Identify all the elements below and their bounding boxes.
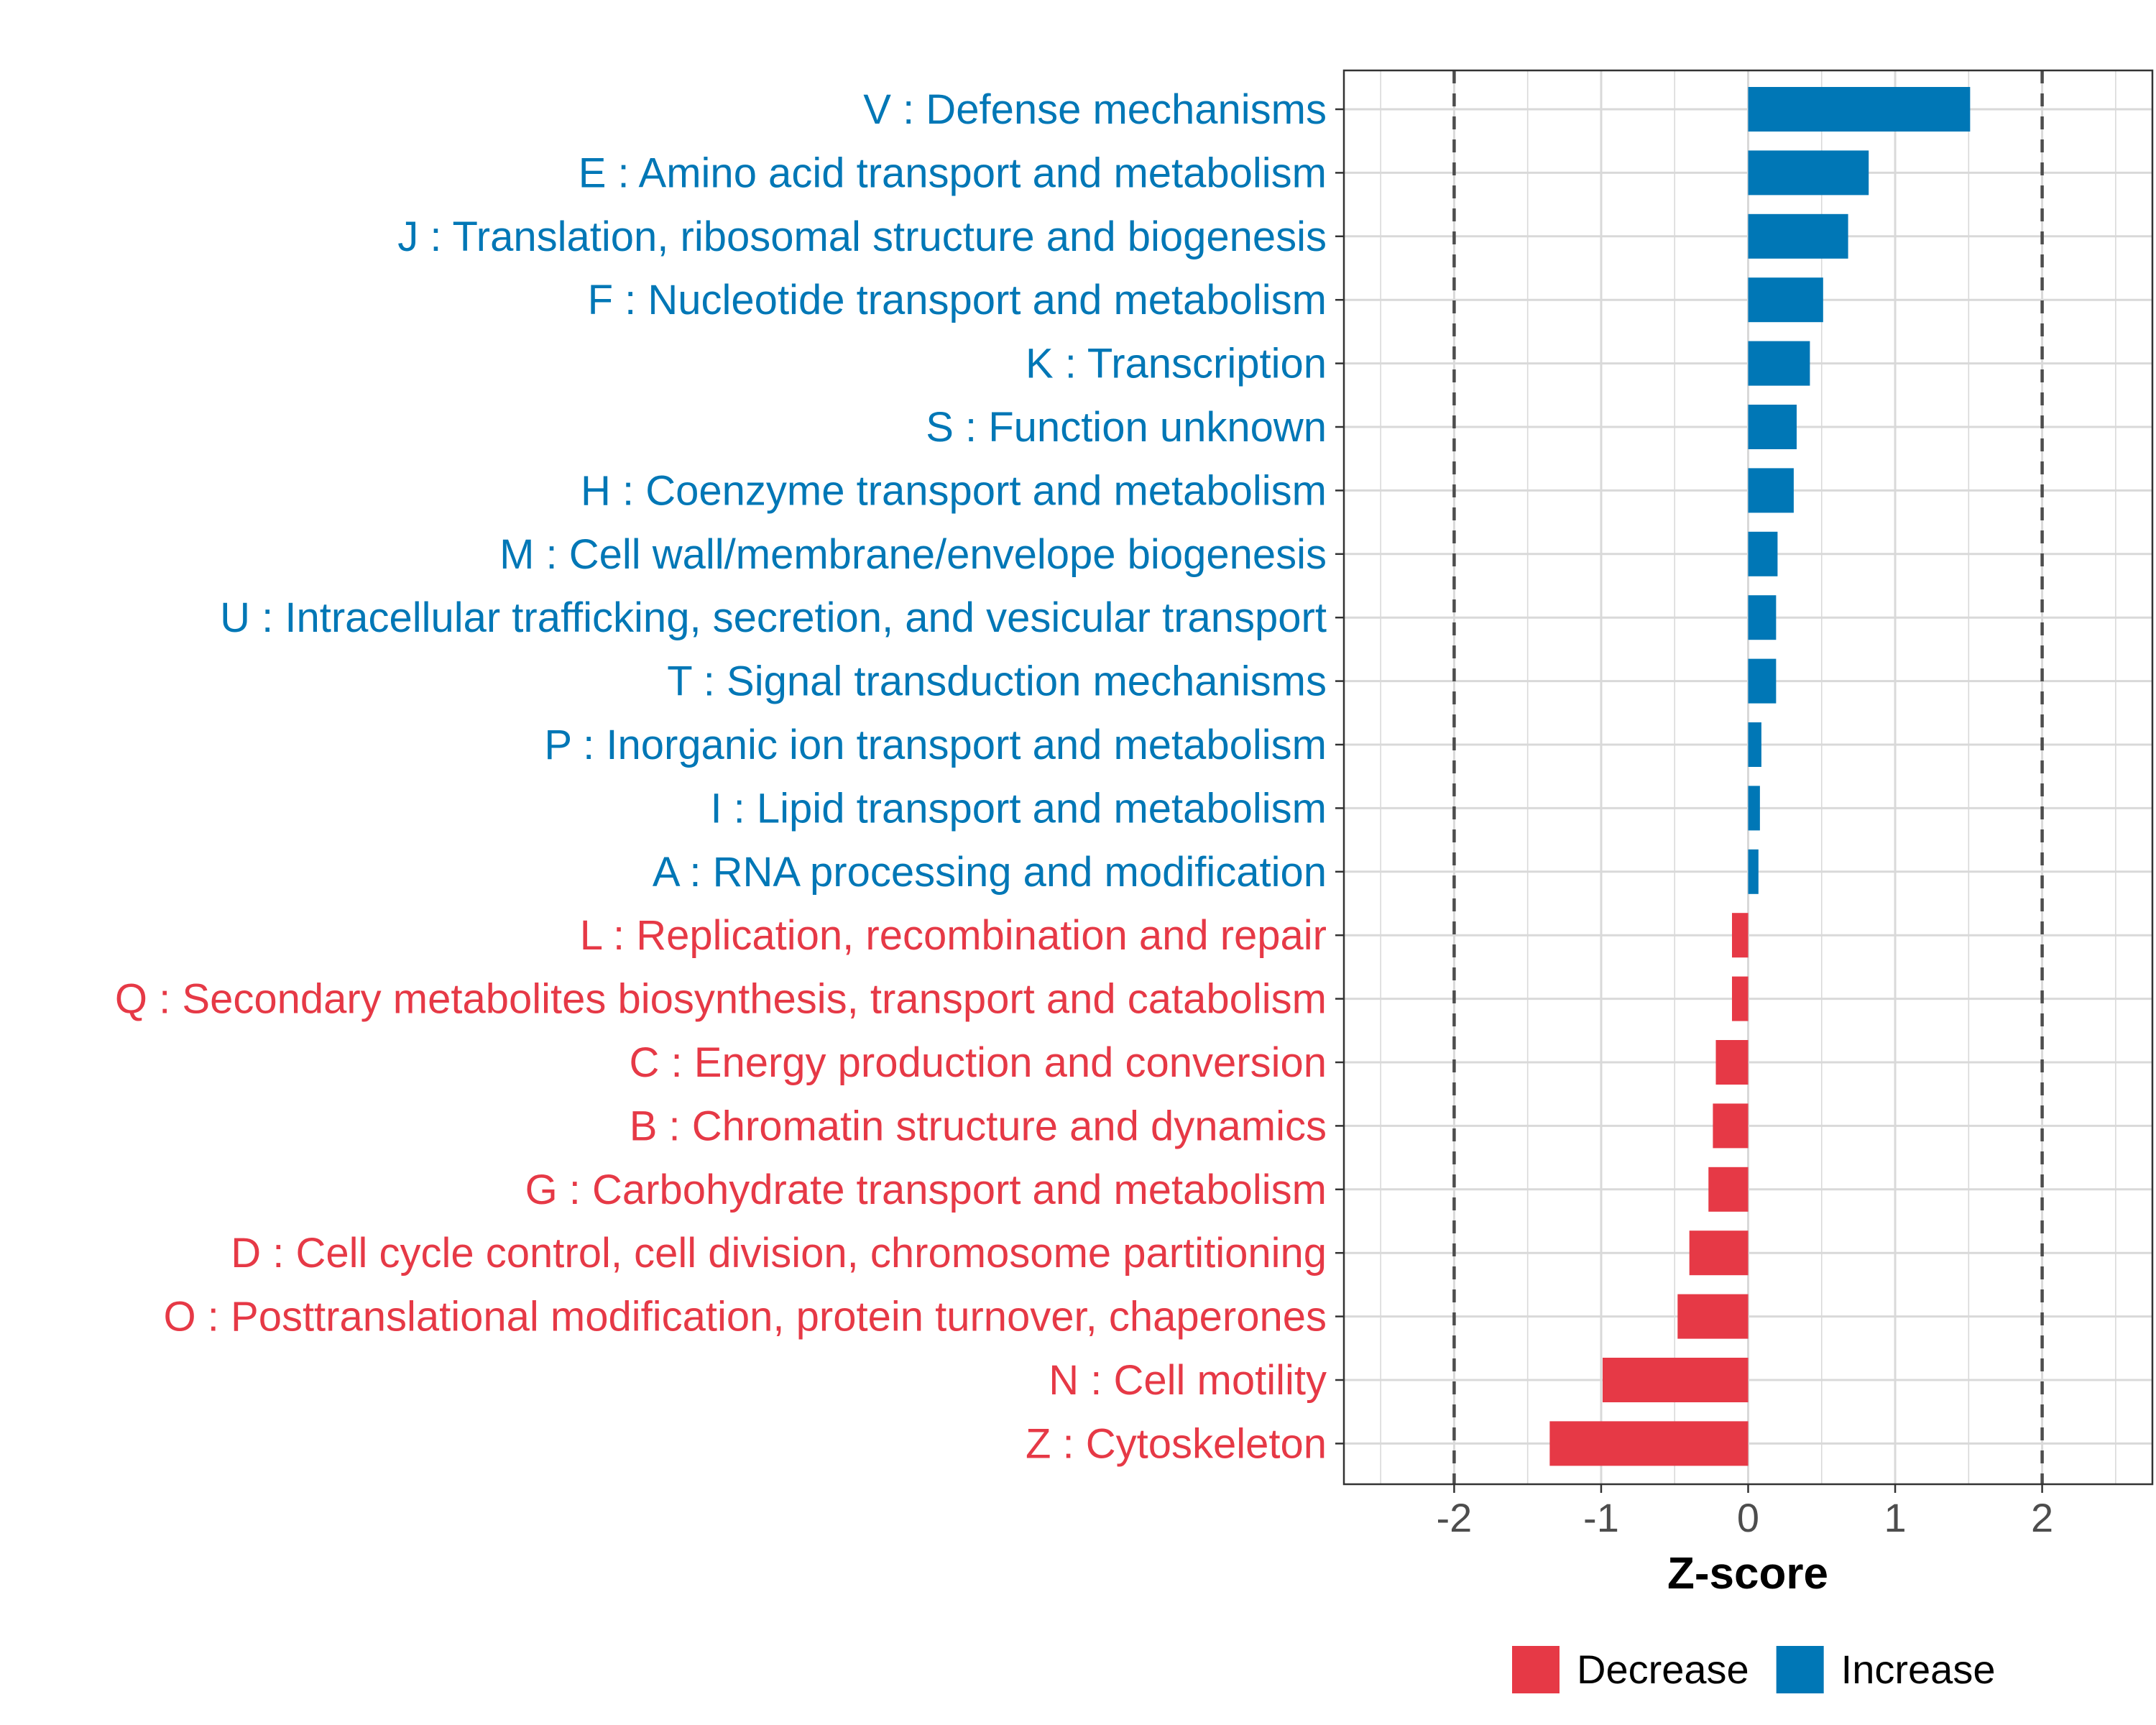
legend-swatch-decrease — [1512, 1646, 1560, 1693]
bar-increase — [1748, 722, 1761, 767]
bar-decrease — [1603, 1358, 1749, 1402]
bar-increase — [1748, 87, 1971, 132]
category-label: N : Cell motility — [1049, 1357, 1327, 1404]
x-axis-title: Z-score — [1667, 1549, 1828, 1598]
bar-decrease — [1715, 1040, 1749, 1085]
category-label: V : Defense mechanisms — [863, 86, 1327, 133]
x-tick-label: 1 — [1884, 1495, 1906, 1540]
x-tick-label: 2 — [2031, 1495, 2053, 1540]
category-label: P : Inorganic ion transport and metaboli… — [544, 722, 1327, 768]
category-label: C : Energy production and conversion — [630, 1039, 1327, 1086]
bar-decrease — [1708, 1167, 1749, 1212]
x-tick-label: -2 — [1437, 1495, 1473, 1540]
bar-increase — [1748, 531, 1778, 576]
bar-increase — [1748, 341, 1810, 386]
bar-increase — [1748, 786, 1760, 831]
bar-increase — [1748, 468, 1794, 513]
category-label: K : Transcription — [1026, 341, 1327, 387]
bar-decrease — [1677, 1294, 1749, 1339]
category-label: H : Coenzyme transport and metabolism — [581, 467, 1327, 514]
category-label: S : Function unknown — [926, 404, 1327, 451]
bar-increase — [1748, 213, 1848, 259]
category-label: U : Intracellular trafficking, secretion… — [220, 594, 1327, 641]
category-label: E : Amino acid transport and metabolism — [579, 150, 1327, 196]
bar-decrease — [1732, 976, 1749, 1021]
category-label: D : Cell cycle control, cell division, c… — [231, 1230, 1327, 1276]
category-label: Z : Cytoskeleton — [1026, 1420, 1327, 1467]
category-label: M : Cell wall/membrane/envelope biogenes… — [499, 531, 1327, 578]
reference-lines — [1452, 70, 2044, 1484]
legend-label-increase: Increase — [1841, 1647, 1996, 1692]
category-label: Q : Secondary metabolites biosynthesis, … — [115, 976, 1327, 1023]
category-label: L : Replication, recombination and repai… — [580, 912, 1327, 959]
bar-decrease — [1689, 1230, 1749, 1276]
category-label: A : RNA processing and modification — [653, 849, 1327, 896]
bar-decrease — [1713, 1103, 1749, 1149]
bar-decrease — [1732, 913, 1749, 958]
legend: Decrease Increase — [1512, 1646, 1995, 1693]
category-label: F : Nucleotide transport and metabolism — [588, 277, 1327, 323]
legend-label-decrease: Decrease — [1577, 1647, 1749, 1692]
bar-increase — [1748, 277, 1823, 323]
category-label: B : Chromatin structure and dynamics — [630, 1103, 1327, 1149]
bar-increase — [1748, 595, 1777, 640]
y-axis-ticks — [1335, 108, 1344, 1445]
x-tick-label: 0 — [1737, 1495, 1759, 1540]
bar-increase — [1748, 405, 1797, 449]
bar-increase — [1748, 658, 1777, 704]
y-axis-labels: V : Defense mechanisms E : Amino acid tra… — [115, 86, 1327, 1467]
x-axis-ticks: -2 -1 0 1 2 — [1437, 1484, 2053, 1540]
category-label: J : Translation, ribosomal structure and… — [397, 213, 1327, 260]
category-label: I : Lipid transport and metabolism — [710, 785, 1327, 832]
category-label: G : Carbohydrate transport and metabolis… — [525, 1167, 1327, 1213]
legend-swatch-increase — [1776, 1646, 1824, 1693]
bar-increase — [1748, 150, 1869, 196]
category-label: O : Posttranslational modification, prot… — [164, 1294, 1327, 1340]
bar-decrease — [1549, 1421, 1749, 1466]
bars — [1549, 87, 1971, 1466]
category-label: T : Signal transduction mechanisms — [667, 658, 1327, 705]
bar-increase — [1748, 849, 1759, 894]
x-tick-label: -1 — [1583, 1495, 1619, 1540]
